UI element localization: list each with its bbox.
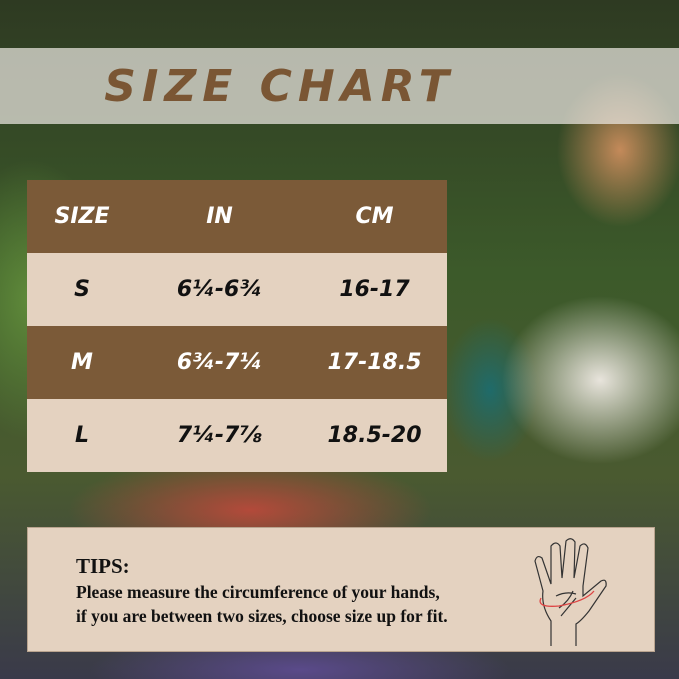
- tips-box: TIPS: Please measure the circumference o…: [27, 527, 655, 652]
- title-band: SIZE CHART: [0, 48, 679, 124]
- cm-cell: 17-18.5: [327, 350, 422, 375]
- size-cell: M: [71, 350, 93, 375]
- tips-heading: TIPS:: [76, 554, 130, 578]
- table-row: L 7¼-7⅞ 18.5-20: [27, 399, 447, 472]
- header-in: IN: [206, 204, 233, 229]
- inch-cell: 6¾-7¼: [176, 350, 263, 375]
- tips-text: Please measure the circumference of your…: [76, 580, 448, 628]
- size-cell: S: [74, 277, 90, 302]
- tips-line-1: Please measure the circumference of your…: [76, 582, 440, 602]
- inch-cell: 6¼-6¾: [176, 277, 263, 302]
- table-row: S 6¼-6¾ 16-17: [27, 253, 447, 326]
- header-size: SIZE: [54, 204, 110, 229]
- inch-cell: 7¼-7⅞: [176, 423, 263, 448]
- cm-cell: 16-17: [339, 277, 410, 302]
- tips-line-2: if you are between two sizes, choose siz…: [76, 606, 448, 626]
- size-cell: L: [74, 423, 90, 448]
- table-header-row: SIZE IN CM: [27, 180, 447, 253]
- hand-measure-icon: [534, 538, 607, 646]
- page-title: SIZE CHART: [104, 60, 455, 112]
- cm-cell: 18.5-20: [327, 423, 422, 448]
- size-table: SIZE IN CM S 6¼-6¾ 16-17 M 6¾-7¼ 17-18.5…: [27, 180, 447, 472]
- table-row: M 6¾-7¼ 17-18.5: [27, 326, 447, 399]
- header-cm: CM: [355, 204, 394, 229]
